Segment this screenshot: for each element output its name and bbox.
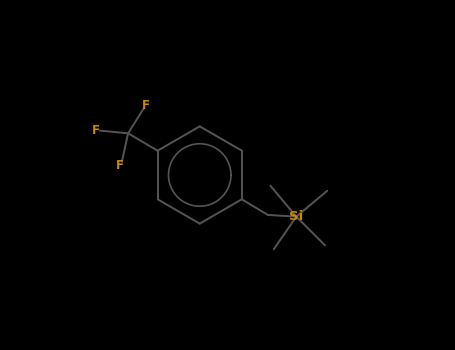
Text: F: F [142,99,150,112]
Text: F: F [116,159,124,172]
Text: Si: Si [289,210,303,223]
Text: F: F [91,124,100,137]
